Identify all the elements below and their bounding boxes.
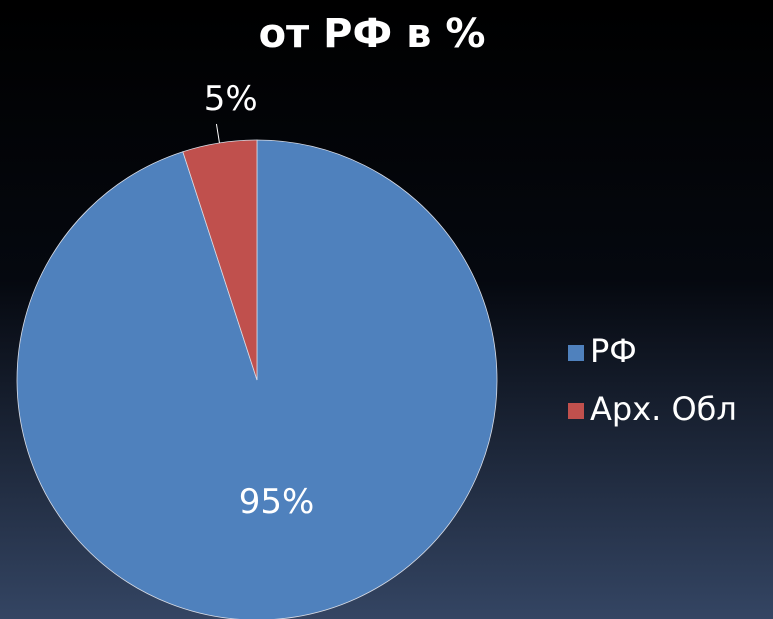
chart-title: от РФ в % bbox=[259, 11, 486, 57]
legend-swatch bbox=[568, 345, 584, 361]
leader-line bbox=[215, 123, 220, 144]
data-label: 5% bbox=[204, 79, 258, 119]
legend-swatch bbox=[568, 403, 584, 419]
legend-label: Арх. Обл bbox=[590, 390, 737, 428]
data-label: 95% bbox=[239, 482, 315, 522]
legend-label: РФ bbox=[590, 332, 637, 370]
